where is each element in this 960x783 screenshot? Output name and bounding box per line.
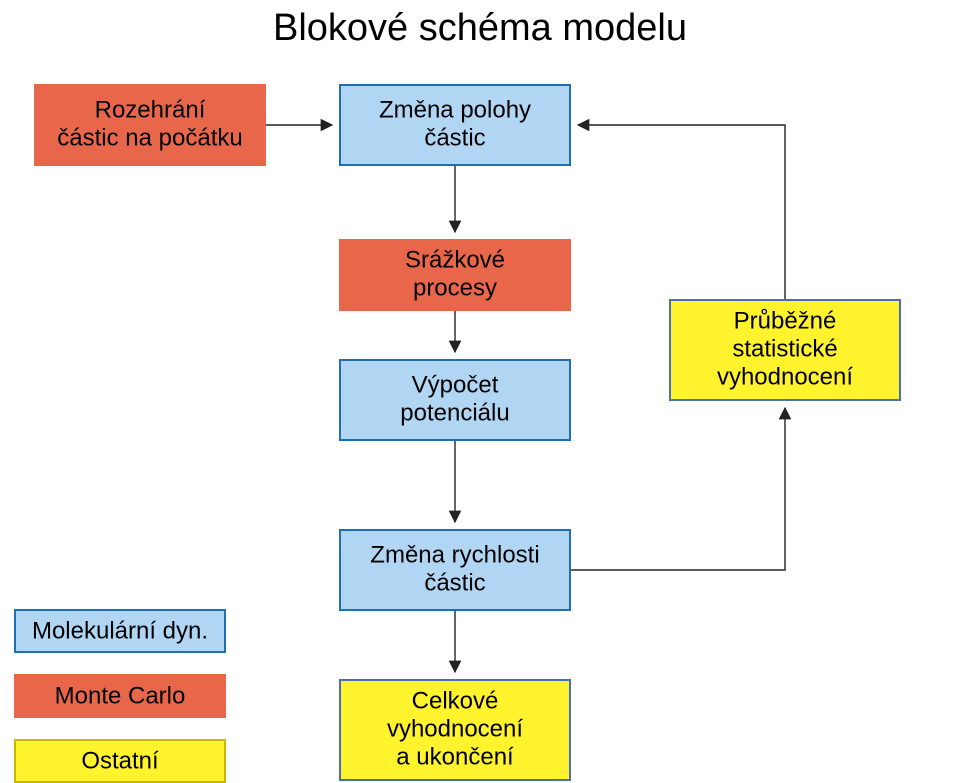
legend-label-leg_md: Molekulární dyn.	[32, 617, 208, 644]
node-label-vypocet: Výpočet	[412, 371, 499, 398]
diagram-canvas: Blokové schéma modelu Rozehráníčástic na…	[0, 0, 960, 783]
node-label-zmena_pol: částic	[424, 124, 485, 151]
node-srazkove: Srážkovéprocesy	[340, 240, 570, 310]
node-label-celkove: vyhodnocení	[387, 715, 523, 742]
node-zmena_rych: Změna rychlostičástic	[340, 530, 570, 610]
node-label-celkove: a ukončení	[396, 743, 514, 770]
node-label-rozehrani: Rozehrání	[95, 96, 206, 123]
legend-label-leg_ost: Ostatní	[81, 747, 159, 774]
node-label-zmena_rych: Změna rychlosti	[370, 541, 539, 568]
node-vypocet: Výpočetpotenciálu	[340, 360, 570, 440]
legend-item-leg_mc: Monte Carlo	[15, 675, 225, 717]
legend-item-leg_ost: Ostatní	[15, 740, 225, 782]
node-label-prubezne: statistické	[732, 335, 837, 362]
node-label-prubezne: Průběžné	[734, 307, 837, 334]
node-prubezne: Průběžnéstatistickévyhodnocení	[670, 300, 900, 400]
node-label-zmena_pol: Změna polohy	[379, 96, 531, 123]
node-zmena_pol: Změna polohyčástic	[340, 85, 570, 165]
edge-e7	[578, 125, 785, 300]
node-label-vypocet: potenciálu	[400, 399, 509, 426]
node-rozehrani: Rozehráníčástic na počátku	[35, 85, 265, 165]
legend-label-leg_mc: Monte Carlo	[55, 682, 186, 709]
node-label-srazkove: procesy	[413, 274, 497, 301]
diagram-title: Blokové schéma modelu	[273, 7, 687, 49]
node-label-celkove: Celkové	[412, 687, 499, 714]
edge-e6	[570, 408, 785, 570]
node-celkove: Celkovévyhodnocenía ukončení	[340, 680, 570, 780]
node-label-srazkove: Srážkové	[405, 246, 505, 273]
node-label-rozehrani: částic na počátku	[57, 124, 242, 151]
legend-layer: Molekulární dyn. Monte Carlo Ostatní	[15, 610, 225, 782]
node-label-zmena_rych: částic	[424, 569, 485, 596]
legend-item-leg_md: Molekulární dyn.	[15, 610, 225, 652]
node-label-prubezne: vyhodnocení	[717, 363, 853, 390]
